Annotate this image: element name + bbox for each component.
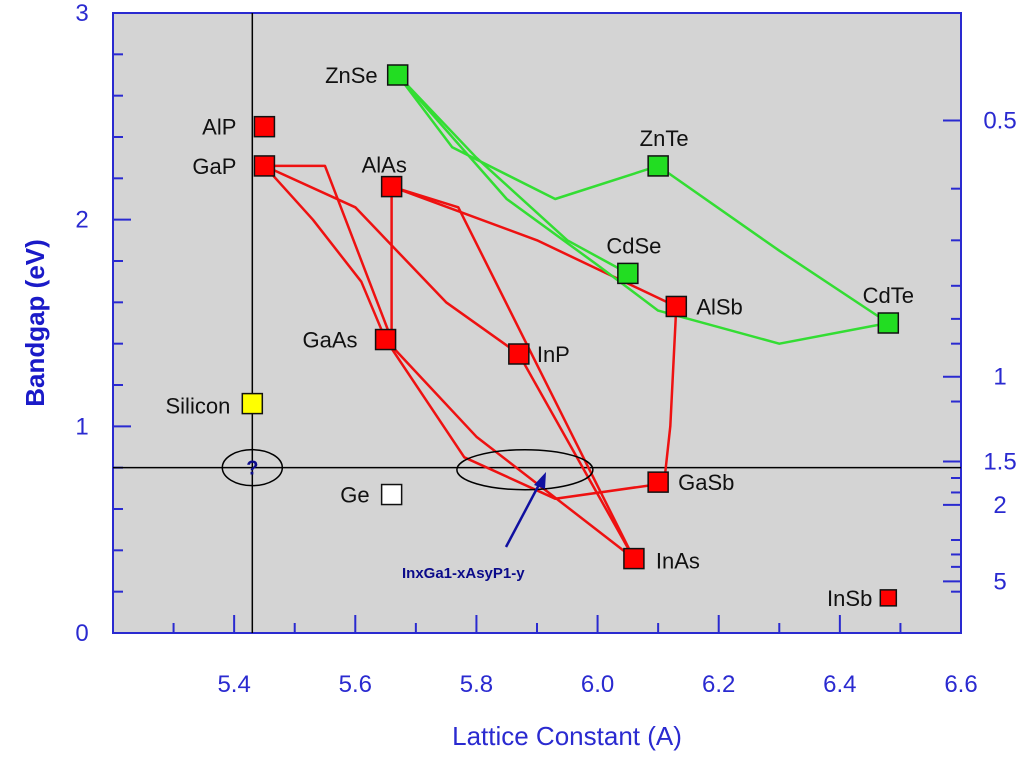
reference-lines xyxy=(113,13,961,633)
alloy-curve xyxy=(396,74,629,275)
annotation-arrow-line xyxy=(504,478,544,548)
data-points: AlP GaP AlAs GaAs InP AlSb GaSb InAs InSb ZnSe ZnT… xyxy=(166,63,914,611)
point-label: GaAs xyxy=(303,328,358,353)
question-ellipse xyxy=(221,448,284,487)
point-label: Silicon xyxy=(166,394,231,419)
x-tick-label: 6.4 xyxy=(823,671,856,698)
y-axis: 0 1 2 3 xyxy=(75,0,131,647)
x-tick-label: 5.6 xyxy=(339,671,372,698)
point-inp xyxy=(508,343,530,365)
point-znse xyxy=(386,64,409,86)
alloy-curve xyxy=(384,338,635,560)
right-tick-label: 0.5 xyxy=(983,107,1016,134)
point-label: InSb xyxy=(827,586,872,611)
alloy-curves xyxy=(263,74,889,560)
point-label: CdSe xyxy=(606,233,661,258)
point-label: ZnSe xyxy=(325,63,378,88)
y-tick-label: 0 xyxy=(75,620,88,647)
y-axis-title: Bandgap (eV) xyxy=(20,239,50,407)
x-tick-label: 5.8 xyxy=(460,671,493,698)
point-alp xyxy=(253,115,276,138)
question-mark-label: ? xyxy=(246,458,258,480)
alloy-curve xyxy=(263,165,387,340)
x-tick-label: 6.2 xyxy=(702,671,735,698)
ingaasp-label: InxGa1-xAsyP1-y xyxy=(402,565,525,582)
point-gasb xyxy=(647,471,669,493)
point-label: InP xyxy=(537,342,570,367)
alloy-curve xyxy=(396,74,659,201)
point-cdse xyxy=(617,262,639,285)
annotation-arrow-head xyxy=(534,472,546,489)
y-tick-label: 2 xyxy=(75,207,88,234)
point-label: GaP xyxy=(192,154,236,179)
point-label: AlSb xyxy=(696,294,742,319)
point-label: CdTe xyxy=(863,283,914,308)
right-tick-label: 2 xyxy=(993,492,1006,519)
ingaasp-ellipse xyxy=(456,448,594,491)
point-inas xyxy=(623,547,645,570)
alloy-curve xyxy=(264,164,393,340)
right-axis: 0.5 1 1.5 2 5 xyxy=(943,107,1017,595)
point-gap xyxy=(253,155,276,177)
point-label: GaSb xyxy=(678,470,734,495)
alloy-curve xyxy=(384,338,659,500)
point-alsb xyxy=(665,295,688,318)
alloy-curve xyxy=(662,306,678,483)
point-znte xyxy=(647,155,669,177)
alloy-curve xyxy=(396,74,889,345)
point-label: ZnTe xyxy=(640,126,689,151)
alloy-curve xyxy=(657,164,889,325)
point-gaas xyxy=(374,328,397,351)
right-tick-label: 1.5 xyxy=(983,448,1016,475)
plot-area xyxy=(112,12,962,634)
x-axis-title: Lattice Constant (A) xyxy=(452,721,682,751)
alloy-curve xyxy=(391,185,636,560)
alloy-curve xyxy=(263,164,520,356)
annotations: ? InxGa1-xAsyP1-y xyxy=(221,448,594,582)
right-tick-label: 5 xyxy=(993,568,1006,595)
y-tick-label: 1 xyxy=(75,413,88,440)
right-tick-label: 1 xyxy=(993,364,1006,391)
point-silicon xyxy=(241,392,264,415)
y-tick-label: 3 xyxy=(75,0,88,27)
point-label: AlP xyxy=(202,115,236,140)
point-ge xyxy=(380,483,403,506)
x-tick-label: 6.0 xyxy=(581,671,614,698)
point-label: AlAs xyxy=(362,153,407,178)
point-label: Ge xyxy=(340,483,369,508)
x-tick-label: 6.6 xyxy=(944,671,977,698)
alloy-curve xyxy=(391,185,677,308)
point-cdte xyxy=(877,312,900,334)
point-alas xyxy=(380,175,403,198)
point-label: InAs xyxy=(656,549,700,574)
point-insb xyxy=(879,589,898,607)
x-axis: 5.4 5.6 5.8 6.0 6.2 6.4 6.6 xyxy=(172,615,978,698)
x-tick-label: 5.4 xyxy=(217,671,250,698)
